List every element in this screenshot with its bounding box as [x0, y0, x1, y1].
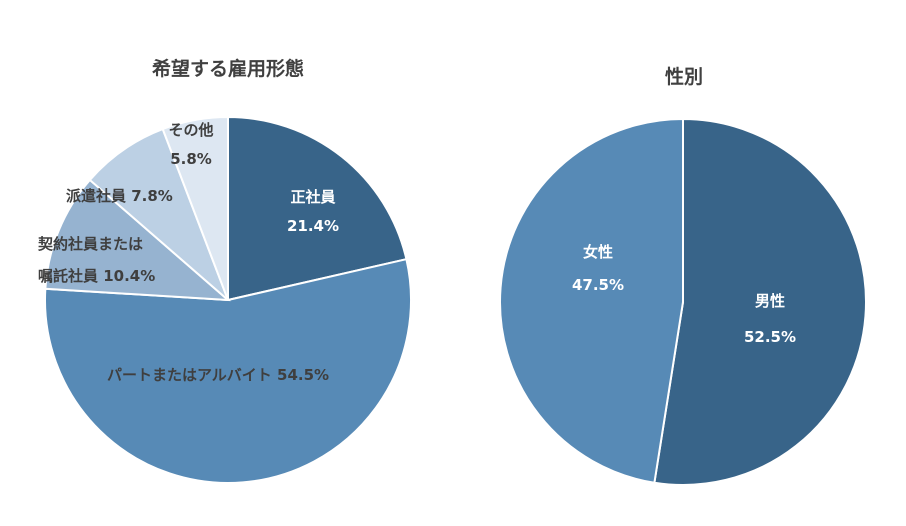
pie-slice-0-0	[227, 115, 408, 302]
slice-label-0-0-label_line2: 21.4%	[287, 217, 339, 235]
pie-slice-0-2	[44, 178, 231, 302]
slice-label-1-0-label_line1: 男性	[755, 292, 785, 310]
slice-label-1-0-label_line2: 52.5%	[744, 328, 796, 346]
pie-slice-0-1	[44, 258, 412, 484]
pie-slice-0-4	[161, 115, 229, 301]
slice-label-1-1-label_line1: 女性	[583, 243, 613, 261]
slice-label-0-2-label_line1: 契約社員または	[37, 235, 143, 253]
chart-title-employment: 希望する雇用形態	[151, 58, 304, 80]
slice-label-0-4-label_line2: 5.8%	[170, 150, 212, 168]
slice-label-0-4-label_line1: その他	[168, 121, 213, 139]
slice-label-0-0-label_line1: 正社員	[290, 188, 335, 206]
slice-label-0-3-label_line1: 派遣社員 7.8%	[66, 187, 173, 205]
chart-title-gender: 性別	[664, 66, 703, 88]
slice-label-0-1-label_line1: パートまたはアルバイト 54.5%	[107, 366, 329, 384]
pie-slice-1-1	[499, 117, 684, 484]
slice-label-1-1-label_line2: 47.5%	[572, 276, 624, 294]
pie-slice-1-0	[653, 117, 867, 486]
slice-label-0-2-label_line2: 嘱託社員 10.4%	[38, 267, 155, 285]
